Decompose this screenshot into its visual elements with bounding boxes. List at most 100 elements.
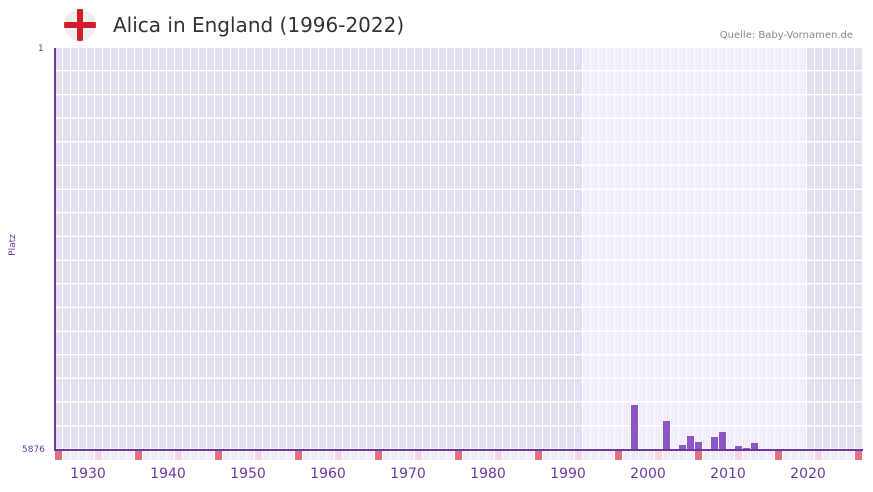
year-tick <box>455 451 462 460</box>
grid-column <box>199 48 207 450</box>
grid-column <box>351 48 359 450</box>
grid-column <box>415 48 423 450</box>
year-tick <box>815 451 822 460</box>
grid-column <box>143 48 151 450</box>
year-tick <box>471 451 478 460</box>
grid-column <box>479 48 487 450</box>
year-tick <box>831 451 838 460</box>
grid-column <box>551 48 559 450</box>
year-tick <box>143 451 150 460</box>
rank-bar-2006[interactable] <box>679 444 686 450</box>
year-tick <box>807 451 814 460</box>
year-tick <box>607 451 614 460</box>
year-tick <box>647 451 654 460</box>
grid-column <box>151 48 159 450</box>
x-axis-line <box>54 449 863 451</box>
year-tick <box>679 451 686 460</box>
grid-column <box>431 48 439 450</box>
year-tick <box>391 451 398 460</box>
grid-column <box>119 48 127 450</box>
rank-bar-2011[interactable] <box>719 431 726 450</box>
year-tick <box>287 451 294 460</box>
year-tick <box>327 451 334 460</box>
rank-bar-2015[interactable] <box>751 442 758 450</box>
grid-column <box>95 48 103 450</box>
rank-bar-2013[interactable] <box>735 445 742 450</box>
year-tick <box>767 451 774 460</box>
grid-column <box>767 48 775 450</box>
year-tick <box>79 451 86 460</box>
grid-column <box>559 48 567 450</box>
grid-column <box>271 48 279 450</box>
x-tick-label: 1960 <box>310 466 346 482</box>
year-tick <box>263 451 270 460</box>
year-tick <box>191 451 198 460</box>
year-tick <box>319 451 326 460</box>
year-tick <box>423 451 430 460</box>
grid-column <box>743 48 751 450</box>
year-tick <box>543 451 550 460</box>
year-tick <box>119 451 126 460</box>
grid-column <box>727 48 735 450</box>
grid-column <box>71 48 79 450</box>
year-tick <box>135 451 142 460</box>
year-tick <box>95 451 102 460</box>
grid-column <box>159 48 167 450</box>
year-tick <box>567 451 574 460</box>
year-tick <box>519 451 526 460</box>
x-tick-label: 1980 <box>470 466 506 482</box>
year-tick <box>231 451 238 460</box>
grid-column <box>487 48 495 450</box>
y-axis-title: Platz <box>7 234 18 256</box>
grid-column <box>495 48 503 450</box>
grid-column <box>391 48 399 450</box>
grid-column <box>855 48 863 450</box>
grid-column <box>423 48 431 450</box>
rank-bar-2004[interactable] <box>663 420 670 450</box>
grid-column <box>231 48 239 450</box>
year-tick <box>439 451 446 460</box>
year-tick <box>751 451 758 460</box>
year-tick <box>303 451 310 460</box>
year-tick <box>175 451 182 460</box>
grid-column <box>55 48 63 450</box>
grid-column <box>671 48 679 450</box>
year-tick <box>335 451 342 460</box>
rank-bar-2000[interactable] <box>631 404 638 450</box>
grid-column <box>719 48 727 450</box>
grid-column <box>703 48 711 450</box>
year-tick <box>199 451 206 460</box>
grid-column <box>455 48 463 450</box>
rank-bar-2010[interactable] <box>711 436 718 450</box>
year-tick <box>631 451 638 460</box>
grid-column <box>111 48 119 450</box>
year-tick <box>359 451 366 460</box>
year-tick <box>367 451 374 460</box>
year-tick <box>87 451 94 460</box>
x-tick-label: 1970 <box>390 466 426 482</box>
rank-bar-2014[interactable] <box>743 447 750 450</box>
year-tick <box>719 451 726 460</box>
grid-column <box>567 48 575 450</box>
year-tick <box>215 451 222 460</box>
rank-bar-2008[interactable] <box>695 442 702 450</box>
year-tick <box>855 451 862 460</box>
grid-column <box>591 48 599 450</box>
year-tick <box>639 451 646 460</box>
grid-column <box>839 48 847 450</box>
year-tick <box>103 451 110 460</box>
year-tick <box>407 451 414 460</box>
grid-column <box>343 48 351 450</box>
year-tick <box>431 451 438 460</box>
year-tick <box>535 451 542 460</box>
grid-column <box>735 48 743 450</box>
source-credit: Quelle: Baby-Vornamen.de <box>719 30 853 41</box>
grid-column <box>103 48 111 450</box>
rank-bar-2007[interactable] <box>687 435 694 450</box>
grid-column <box>335 48 343 450</box>
grid-column <box>463 48 471 450</box>
year-tick <box>479 451 486 460</box>
grid-column <box>599 48 607 450</box>
grid-column <box>815 48 823 450</box>
grid-column <box>447 48 455 450</box>
